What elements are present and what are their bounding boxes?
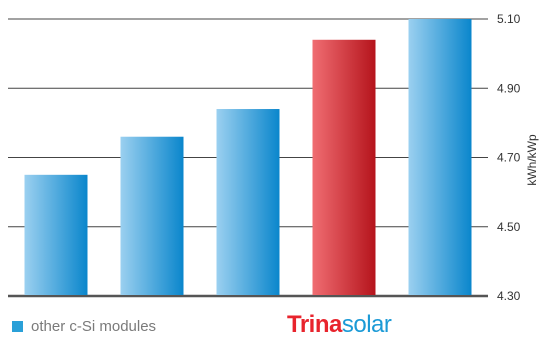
y-tick-labels: 4.30 4.50 4.70 4.90 5.10 [497, 12, 521, 303]
y-tick-label: 4.50 [497, 220, 521, 234]
y-tick-label: 4.30 [497, 289, 521, 303]
y-tick-label: 5.10 [497, 12, 521, 26]
bar [408, 19, 472, 295]
brand-logo-part1: Trina [287, 311, 342, 338]
y-axis-title: kWh/kWp [525, 134, 539, 186]
legend-swatch [12, 321, 23, 332]
bar [216, 109, 280, 296]
bar-highlight [312, 39, 376, 296]
y-tick-label: 4.70 [497, 151, 521, 165]
bar [24, 174, 88, 295]
legend-label: other c-Si modules [31, 318, 157, 335]
brand-logo: Trinasolar [287, 311, 392, 339]
bar [120, 136, 184, 295]
y-tick-label: 4.90 [497, 81, 521, 95]
legend: other c-Si modules [12, 318, 156, 335]
bars [24, 19, 472, 296]
brand-logo-part2: solar [341, 311, 392, 338]
